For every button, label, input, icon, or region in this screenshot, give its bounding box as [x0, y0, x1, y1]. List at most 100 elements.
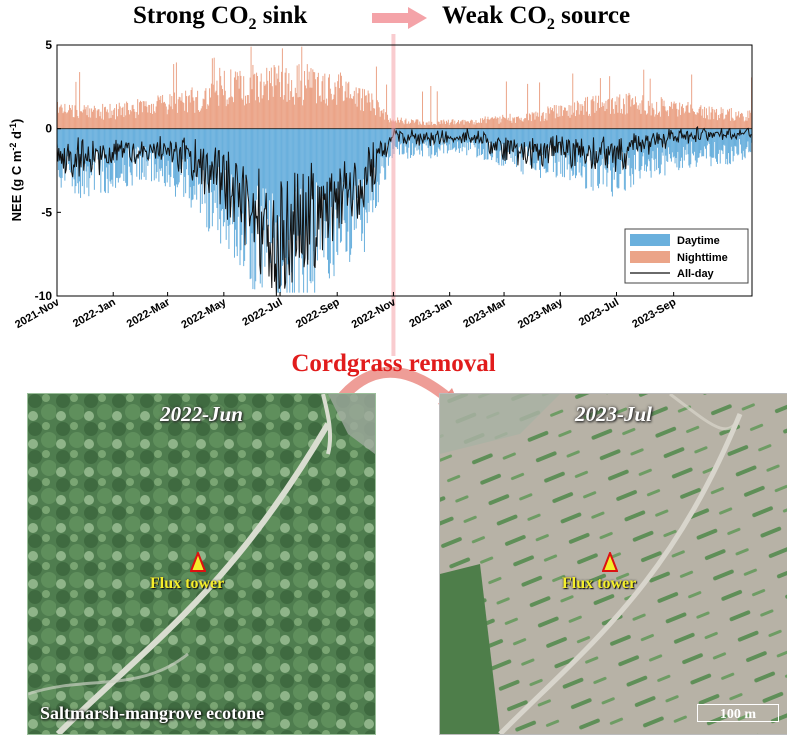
nighttime-bar	[553, 105, 555, 129]
nighttime-bar	[508, 120, 510, 129]
daytime-bar	[747, 128, 749, 142]
nighttime-bar	[342, 101, 344, 129]
daytime-bar	[726, 128, 728, 159]
daytime-bar	[238, 128, 240, 183]
daytime-bar	[740, 128, 742, 154]
daytime-bar	[512, 128, 514, 162]
nighttime-bar	[396, 122, 398, 129]
nighttime-bar	[172, 109, 174, 129]
daytime-bar	[97, 128, 99, 160]
nighttime-bar	[723, 119, 725, 129]
nighttime-bar	[643, 69, 645, 129]
nighttime-bar	[125, 115, 127, 129]
daytime-bar	[100, 128, 102, 193]
daytime-bar	[318, 128, 320, 207]
nighttime-bar	[128, 114, 130, 129]
daytime-bar	[549, 128, 551, 148]
nighttime-bar	[610, 99, 612, 129]
nighttime-bar	[94, 108, 96, 129]
daytime-bar	[746, 128, 748, 148]
nighttime-bar	[563, 107, 565, 129]
nighttime-bar	[533, 112, 535, 129]
nighttime-bar	[739, 117, 741, 129]
daytime-bar	[66, 128, 68, 166]
nighttime-bar	[113, 109, 115, 129]
nighttime-bar	[702, 109, 704, 129]
daytime-bar	[476, 128, 478, 158]
nighttime-bar	[322, 75, 324, 129]
nighttime-bar	[605, 100, 607, 129]
nighttime-bar	[591, 99, 593, 129]
nighttime-bar	[160, 95, 162, 129]
daytime-bar	[546, 128, 548, 172]
nighttime-bar	[453, 124, 455, 129]
nighttime-bar	[255, 100, 257, 129]
nighttime-bar	[716, 108, 718, 129]
daytime-bar	[704, 128, 706, 147]
daytime-bar	[132, 128, 134, 150]
nighttime-bar	[207, 104, 209, 129]
nighttime-bar	[266, 67, 268, 129]
nighttime-bar	[62, 113, 64, 129]
daytime-bar	[378, 128, 380, 185]
daytime-bar	[232, 128, 234, 225]
daytime-bar	[289, 128, 291, 293]
daytime-bar	[245, 128, 247, 245]
nighttime-bar	[77, 116, 79, 129]
daytime-bar	[733, 128, 735, 156]
daytime-bar	[670, 128, 672, 162]
nighttime-bar	[718, 118, 720, 129]
daytime-bar	[295, 128, 297, 241]
daytime-bar	[585, 128, 587, 189]
nighttime-bar	[350, 94, 352, 129]
ylabel-mid: d	[9, 131, 24, 143]
nighttime-bar	[287, 83, 289, 129]
nighttime-bar	[710, 112, 712, 129]
nighttime-bar	[697, 113, 699, 129]
daytime-bar	[233, 128, 235, 204]
daytime-bar	[470, 128, 472, 143]
daytime-bar	[172, 128, 174, 160]
daytime-bar	[67, 128, 69, 157]
daytime-bar	[652, 128, 654, 152]
nighttime-bar	[302, 105, 304, 129]
daytime-bar	[502, 128, 504, 144]
nighttime-bar	[504, 117, 506, 129]
nighttime-bar	[376, 100, 378, 129]
daytime-bar	[469, 128, 471, 142]
daytime-bar	[680, 128, 682, 162]
x-tick-label: 2023-Jan	[407, 296, 454, 330]
daytime-bar	[740, 128, 742, 145]
nighttime-bar	[642, 95, 644, 129]
nighttime-bar	[621, 108, 623, 129]
daytime-bar	[667, 128, 669, 162]
daytime-bar	[312, 128, 314, 282]
daytime-bar	[541, 128, 543, 155]
nighttime-bar	[79, 72, 81, 129]
nighttime-bar	[686, 105, 688, 129]
daytime-bar	[454, 128, 456, 148]
nighttime-bar	[564, 107, 566, 129]
nighttime-bar	[663, 100, 665, 129]
nighttime-bar	[310, 68, 312, 129]
nighttime-bar	[289, 100, 291, 129]
daytime-bar	[410, 128, 412, 158]
nighttime-bar	[494, 116, 496, 129]
daytime-bar	[401, 128, 403, 155]
nighttime-bar	[609, 76, 611, 129]
x-tick-label: 2022-Mar	[125, 296, 173, 331]
nighttime-bar	[489, 119, 491, 129]
nighttime-bar	[109, 103, 111, 129]
nighttime-bar	[108, 118, 110, 129]
nighttime-bar	[684, 111, 686, 129]
nighttime-bar	[481, 118, 483, 129]
nighttime-bar	[579, 104, 581, 129]
nighttime-bar	[283, 95, 285, 129]
nighttime-bar	[535, 111, 537, 129]
nighttime-bar	[140, 101, 142, 129]
nighttime-bar	[695, 114, 697, 129]
nighttime-bar	[292, 96, 294, 129]
nighttime-bar	[492, 117, 494, 129]
daytime-bar	[330, 128, 332, 207]
nighttime-bar	[673, 101, 675, 129]
